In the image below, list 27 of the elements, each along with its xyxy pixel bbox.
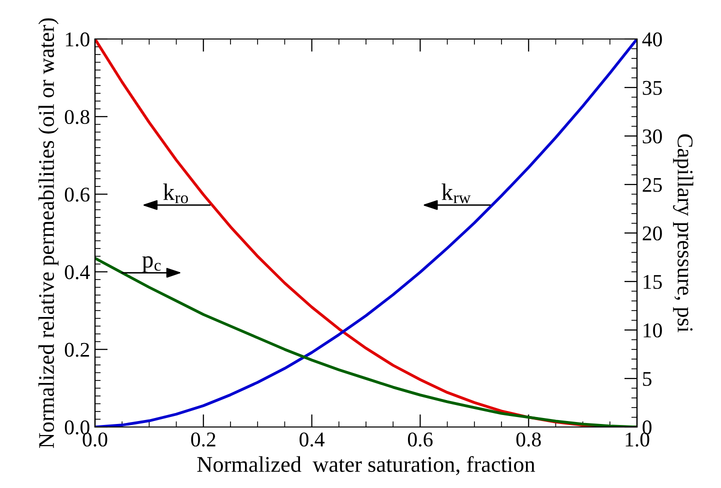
y2-tick-label: 25 [642,178,662,192]
y2-tick-label: 30 [642,129,662,144]
x-tick-label: 0.0 [82,432,108,447]
y-tick-label: 0.2 [64,342,89,357]
annotation: p$_{c}$ [142,256,161,272]
y2-tick-label: 10 [644,323,662,338]
x-tick-label: 0.8 [516,432,541,447]
y-axis-title: Normalized relative permeabilities (oil or water) [38,18,59,448]
y2-tick-label: 0 [642,420,652,434]
y2-tick-label: 35 [642,80,662,95]
x-axis-title: Normalized water saturation, fraction [197,456,536,476]
x-tick-label: 0.6 [408,432,433,447]
y2-tick-label: 20 [642,226,662,240]
y-tick-label: 0.8 [64,110,90,124]
y2-tick-label: 15 [644,274,662,289]
annotation: k$_{rw}$ [442,184,471,204]
y-tick-label: 0.4 [64,265,90,280]
y-tick-label: 1.0 [66,32,90,47]
annotation: k$_{ro}$ [163,184,188,204]
y-tick-label: 0.6 [64,188,90,202]
y2-axis-title: Capillary pressure, psi [673,134,694,332]
y2-tick-label: 5 [643,372,652,386]
x-tick-label: 1.0 [626,432,650,447]
y-tick-label: 0.0 [64,420,90,435]
x-tick-label: 0.4 [300,432,324,447]
x-tick-label: 0.2 [191,432,216,447]
y2-tick-label: 40 [642,32,662,46]
